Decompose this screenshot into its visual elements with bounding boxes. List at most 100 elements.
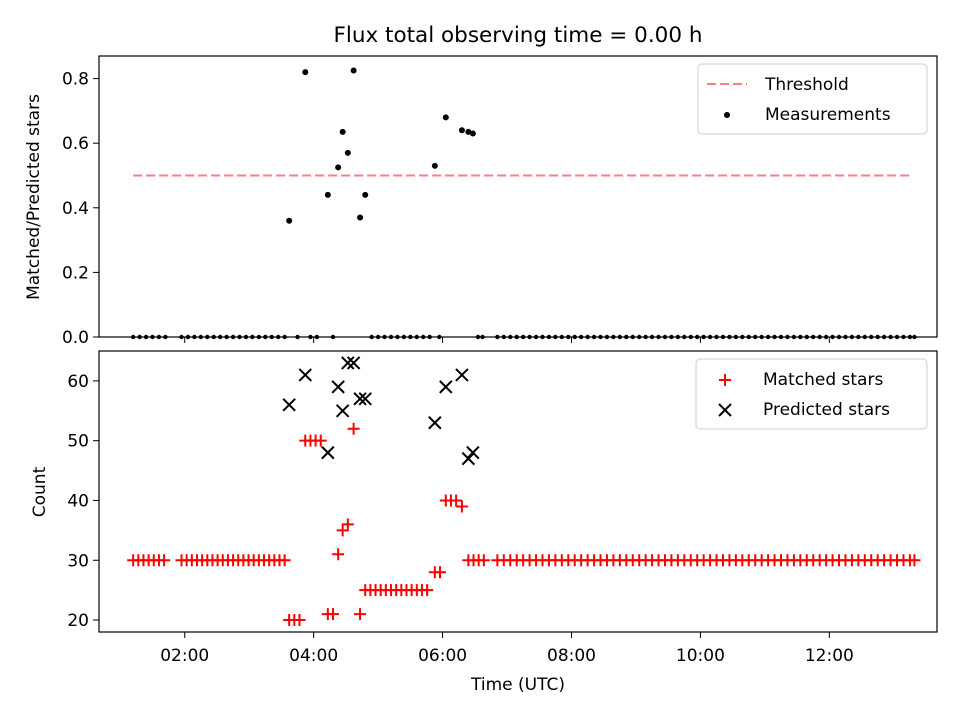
predicted-star-point — [298, 368, 312, 382]
measurement-point — [585, 334, 590, 340]
measurement-point — [401, 334, 407, 340]
legend-predicted-swatch — [718, 403, 732, 417]
measurement-point — [546, 334, 552, 340]
top-x-ticks — [184, 337, 830, 343]
measurement-point — [130, 334, 136, 340]
measurement-point — [408, 334, 413, 340]
matched-star-point — [354, 608, 367, 621]
measurement-point — [912, 334, 917, 340]
measurement-point — [237, 334, 242, 340]
measurement-point — [591, 334, 597, 340]
bottom-plot: Count Time (UTC) 20 30 40 50 60 02:00 04:00 06… — [30, 350, 938, 695]
measurement-point — [369, 334, 374, 340]
x-tick-label: 06:00 — [418, 646, 467, 666]
measurement-point — [811, 334, 816, 340]
measurement-point — [501, 334, 507, 340]
measurement-point — [604, 334, 610, 340]
measurement-point — [785, 334, 790, 340]
measurement-point — [185, 334, 191, 340]
measurement-point — [243, 334, 249, 340]
measurement-point — [150, 334, 155, 340]
bottom-y-ticks: 20 30 40 50 60 — [67, 372, 99, 631]
predicted-star-point — [353, 392, 367, 406]
measurement-point — [276, 334, 281, 340]
measurement-point — [804, 334, 809, 340]
measurement-point — [421, 334, 426, 340]
top-y-tick-label: 0.0 — [62, 328, 89, 348]
measurement-point — [335, 164, 342, 171]
matched-star-point — [434, 566, 447, 579]
measurement-point — [427, 334, 432, 340]
matched-star-point — [332, 548, 345, 561]
x-tick-label: 12:00 — [805, 646, 854, 666]
measurement-point — [856, 334, 861, 340]
legend-matched-swatch — [719, 374, 731, 386]
measurement-point — [508, 334, 513, 340]
top-plot: Matched/Predicted stars 0.00.20.40.60.8 … — [24, 55, 938, 348]
matched-star-point — [278, 554, 291, 567]
measurement-point — [578, 334, 584, 340]
measurement-point — [772, 334, 777, 340]
measurement-point — [143, 334, 149, 340]
x-tick-label: 10:00 — [676, 646, 725, 666]
measurement-point — [520, 334, 526, 340]
measurement-point — [817, 334, 822, 340]
measurement-point — [339, 128, 346, 135]
bottom-y-tick-label: 60 — [67, 372, 89, 392]
measurement-point — [830, 334, 835, 340]
measurement-point — [881, 334, 887, 340]
measurement-point — [314, 334, 320, 340]
measurement-point — [205, 334, 210, 340]
legend-threshold-label: Threshold — [764, 75, 849, 95]
bottom-y-tick-label: 40 — [67, 491, 89, 511]
measurement-points — [130, 67, 917, 340]
measurement-point — [823, 334, 829, 340]
x-axis-label: Time (UTC) — [470, 675, 565, 695]
measurement-point — [256, 334, 262, 340]
measurement-point — [224, 334, 229, 340]
measurement-point — [649, 334, 655, 340]
predicted-star-point — [282, 398, 296, 412]
measurement-point — [442, 114, 449, 121]
predicted-star-point — [321, 445, 335, 460]
predicted-star-point — [346, 356, 361, 370]
measurement-point — [344, 149, 351, 156]
bottom-y-tick-label: 30 — [67, 551, 89, 571]
measurement-point — [643, 334, 648, 340]
matched-star-point — [347, 422, 360, 435]
measurement-point — [753, 334, 758, 340]
measurement-point — [611, 334, 616, 340]
matched-star-point — [293, 614, 306, 627]
measurement-point — [849, 334, 855, 340]
measurement-point — [778, 334, 784, 340]
legend-predicted-label: Predicted stars — [763, 400, 890, 420]
measurement-point — [695, 334, 700, 340]
measurement-point — [514, 334, 519, 340]
matched-points — [127, 422, 921, 627]
measurement-point — [707, 334, 713, 340]
predicted-star-point — [428, 416, 442, 430]
measurement-point — [765, 334, 771, 340]
matched-star-point — [341, 518, 354, 531]
top-y-tick-label: 0.2 — [62, 263, 89, 283]
measurement-point — [720, 334, 726, 340]
matched-star-point — [450, 494, 463, 507]
measurement-point — [198, 334, 204, 340]
measurement-point — [375, 334, 381, 340]
measurement-point — [540, 334, 545, 340]
measurement-point — [714, 334, 719, 340]
bottom-y-tick-label: 20 — [67, 611, 89, 631]
measurement-point — [798, 334, 803, 340]
measurement-point — [740, 334, 745, 340]
measurement-point — [746, 334, 751, 340]
measurement-point — [330, 334, 336, 340]
measurement-point — [624, 334, 629, 340]
predicted-star-point — [358, 392, 372, 406]
measurement-point — [901, 334, 906, 340]
measurement-point — [431, 162, 438, 169]
bottom-legend-box — [695, 358, 928, 430]
measurement-point — [179, 334, 184, 340]
measurement-point — [675, 334, 681, 340]
predicted-star-point — [461, 451, 476, 466]
bottom-plot-frame — [98, 350, 938, 633]
